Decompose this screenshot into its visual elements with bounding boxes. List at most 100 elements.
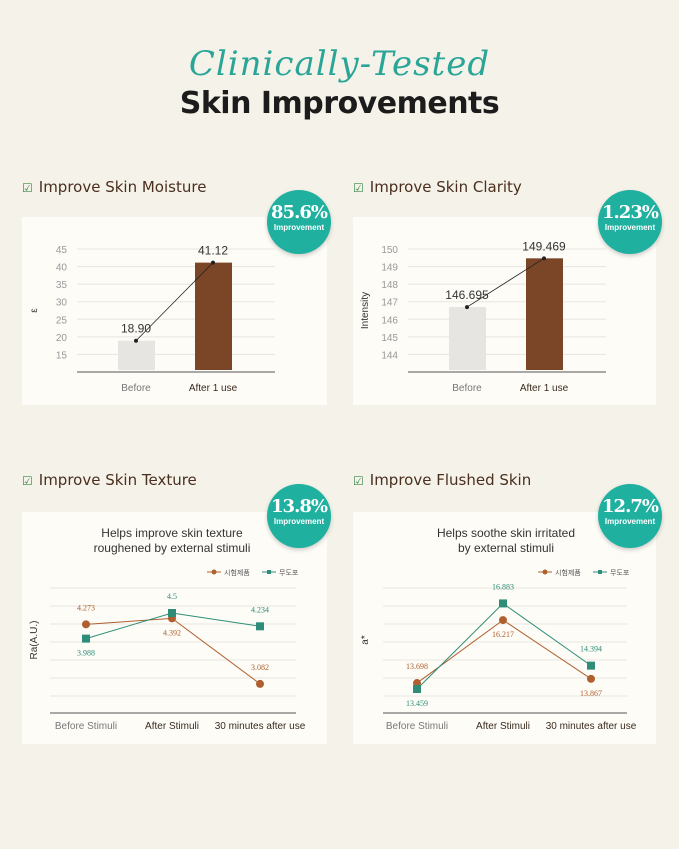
badge-label: Improvement <box>604 517 656 526</box>
chart-svg: 15 20 25 30 35 40 45 ε 18.90 Before 41.12 After 1 u… <box>29 244 275 394</box>
y-tick-label: 146 <box>381 315 398 326</box>
trend-line <box>135 262 214 342</box>
badge-value: 12.7% <box>602 496 659 517</box>
data-label: 4.273 <box>77 603 95 612</box>
data-label: 16.217 <box>492 630 514 639</box>
badge-value: 85.6% <box>271 202 328 223</box>
improvement-badge: 1.23% Improvement <box>598 190 662 254</box>
legend-marker <box>211 569 217 575</box>
y-axis-label: Ra(A.U.) <box>29 621 40 660</box>
data-label: 4.392 <box>163 628 181 637</box>
data-label: 4.234 <box>251 605 269 614</box>
y-tick-label: 45 <box>56 245 68 256</box>
chart-title: by external stimuli <box>458 541 554 555</box>
data-label: 13.459 <box>406 699 428 708</box>
y-tick-label: 15 <box>56 350 68 361</box>
y-tick-label: 147 <box>381 298 398 309</box>
chart-title: Helps soothe skin irritated <box>437 526 575 540</box>
x-tick-label: Before Stimuli <box>55 721 117 732</box>
y-tick-label: 148 <box>381 280 398 291</box>
flushed-chart: Helps soothe skin irritated by external s… <box>353 512 656 744</box>
badge-label: Improvement <box>604 223 656 232</box>
y-tick-label: 149 <box>381 263 398 274</box>
legend-marker <box>267 570 271 574</box>
data-point <box>587 674 595 683</box>
data-point <box>256 679 264 688</box>
checkbox-icon: ☑ <box>353 181 364 195</box>
heading-text: Improve Skin Clarity <box>369 178 522 196</box>
legend-label: 무도포 <box>279 569 299 577</box>
x-tick-label: After 1 use <box>189 383 238 394</box>
bar-before <box>449 307 486 370</box>
data-label: 3.988 <box>77 649 95 658</box>
x-tick-label: Before Stimuli <box>386 721 448 732</box>
x-tick-label: After 1 use <box>520 383 569 394</box>
data-label: 3.082 <box>251 663 269 672</box>
moisture-chart: 15 20 25 30 35 40 45 ε 18.90 Before 41.12 After 1 u… <box>22 217 327 405</box>
data-label: 41.12 <box>198 244 228 258</box>
chart-title: roughened by external stimuli <box>94 541 251 555</box>
section-heading-moisture: ☑ Improve Skin Moisture <box>22 178 206 196</box>
data-label: 4.5 <box>167 592 177 601</box>
bar-after-1-use <box>526 258 563 370</box>
legend-label: 시험제품 <box>555 569 581 577</box>
y-tick-label: 25 <box>56 315 68 326</box>
texture-chart: Helps improve skin texture roughened by e… <box>22 512 327 744</box>
x-tick-label: After Stimuli <box>476 721 530 732</box>
data-point <box>413 685 421 694</box>
heading-text: Improve Flushed Skin <box>369 471 532 489</box>
trend-point <box>542 256 546 261</box>
y-tick-label: 30 <box>56 298 68 309</box>
x-tick-label: 30 minutes after use <box>546 721 637 732</box>
script-title: Clinically-Tested <box>188 44 491 84</box>
chart-title: Helps improve skin texture <box>101 526 243 540</box>
legend-marker <box>598 570 602 574</box>
chart-svg: 144 145 146 147 148 149 150 Intensity 146.695 Bef… <box>360 239 606 394</box>
x-tick-label: Before <box>452 383 482 394</box>
y-axis-label: ε <box>29 308 40 313</box>
data-point <box>82 620 90 629</box>
improvement-badge: 13.8% Improvement <box>267 484 331 548</box>
data-label: 16.883 <box>492 582 514 591</box>
bar-after-1-use <box>195 262 232 370</box>
page-title: Skin Improvements <box>179 86 500 121</box>
section-heading-clarity: ☑ Improve Skin Clarity <box>353 178 522 196</box>
heading-text: Improve Skin Moisture <box>38 178 207 196</box>
data-point <box>82 634 90 643</box>
trend-line <box>466 257 545 308</box>
trend-point <box>134 338 138 343</box>
y-tick-label: 150 <box>381 245 398 256</box>
checkbox-icon: ☑ <box>22 474 33 488</box>
section-heading-texture: ☑ Improve Skin Texture <box>22 471 197 489</box>
y-tick-label: 145 <box>381 333 398 344</box>
y-tick-label: 20 <box>56 333 68 344</box>
x-tick-label: After Stimuli <box>145 721 199 732</box>
improvement-badge: 85.6% Improvement <box>267 190 331 254</box>
data-point <box>499 599 507 608</box>
data-label: 149.469 <box>522 239 566 253</box>
data-label: 14.394 <box>580 645 602 654</box>
badge-label: Improvement <box>273 223 325 232</box>
legend-label: 시험제품 <box>224 569 250 577</box>
checkbox-icon: ☑ <box>353 474 364 488</box>
trend-point <box>465 305 469 310</box>
checkbox-icon: ☑ <box>22 181 33 195</box>
y-axis-label: Intensity <box>360 292 371 329</box>
section-heading-flushed: ☑ Improve Flushed Skin <box>353 471 531 489</box>
improvement-badge: 12.7% Improvement <box>598 484 662 548</box>
y-tick-label: 35 <box>56 280 68 291</box>
legend-label: 무도포 <box>610 569 630 577</box>
badge-label: Improvement <box>273 517 325 526</box>
trend-point <box>211 260 215 265</box>
data-label: 13.698 <box>406 662 428 671</box>
data-point <box>168 609 176 617</box>
y-tick-label: 40 <box>56 263 68 274</box>
x-tick-label: 30 minutes after use <box>215 721 306 732</box>
heading-text: Improve Skin Texture <box>38 471 197 489</box>
y-tick-label: 144 <box>381 350 398 361</box>
x-tick-label: Before <box>121 383 151 394</box>
data-point <box>256 622 264 631</box>
